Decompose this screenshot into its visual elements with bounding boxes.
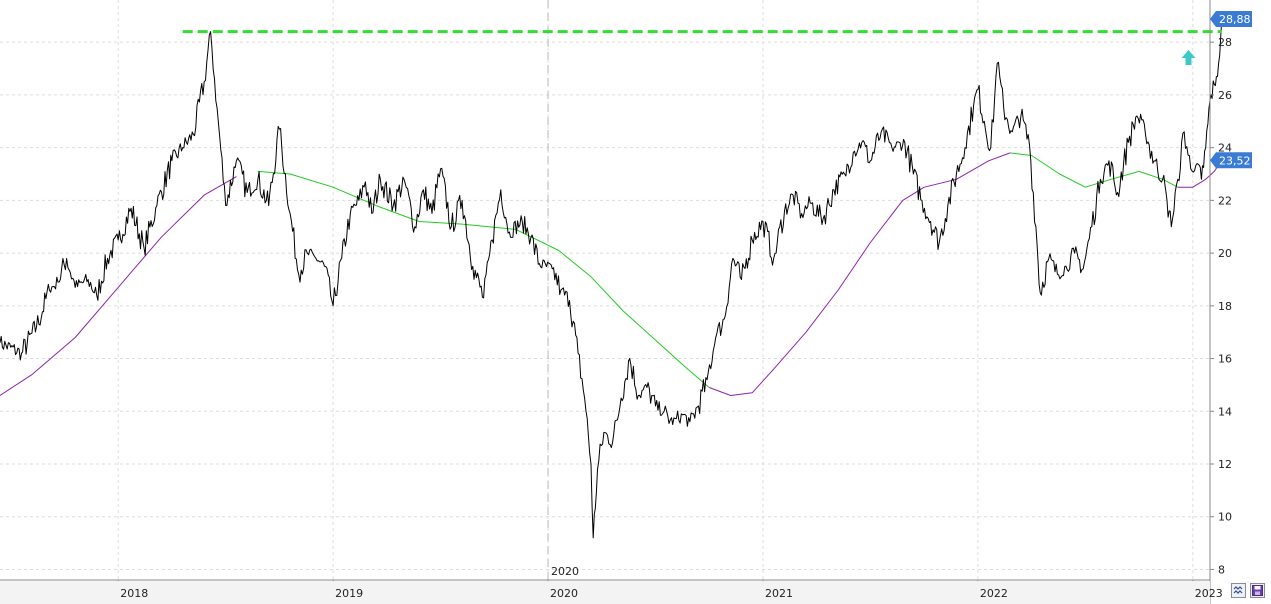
moving-average-line-1 <box>0 176 237 396</box>
save-disk-icon <box>1252 585 1263 596</box>
y-tick-label: 18 <box>1218 300 1232 313</box>
x-tick-label: 2023 <box>1195 587 1223 600</box>
grid <box>0 0 1210 580</box>
x-tick-label: 2021 <box>765 587 793 600</box>
y-tick-label: 22 <box>1218 194 1232 207</box>
moving-average-tag-bg <box>1210 152 1252 169</box>
last-price-tag: 28,88 <box>1210 10 1252 27</box>
y-tick-label: 8 <box>1218 563 1225 576</box>
zoom-icon <box>1233 586 1243 594</box>
x-tick-label: 2019 <box>335 587 363 600</box>
x-tick-label: 2020 <box>550 587 578 600</box>
y-tick-label: 16 <box>1218 353 1232 366</box>
x-tick-label: 2018 <box>120 587 148 600</box>
moving-average-line-3 <box>709 152 1011 396</box>
x-axis-band <box>0 581 1210 604</box>
y-tick-label: 20 <box>1218 247 1232 260</box>
up-arrow-icon <box>1181 50 1196 65</box>
save-button[interactable] <box>1250 583 1265 598</box>
zoom-button[interactable] <box>1231 583 1246 598</box>
y-tick-label: 28 <box>1218 36 1232 49</box>
x-tick-label: 2022 <box>980 587 1008 600</box>
y-tick-label: 24 <box>1218 142 1232 155</box>
y-tick-label: 26 <box>1218 89 1232 102</box>
marker-label: 2020 <box>551 565 579 578</box>
moving-average-line-2 <box>257 170 710 388</box>
price-layer <box>0 18 1223 539</box>
moving-average-tag: 23,52 <box>1210 152 1252 169</box>
moving-average-tag-label: 23,52 <box>1219 154 1251 167</box>
y-tick-label: 12 <box>1218 458 1232 471</box>
price-tags: 28,88 23,52 <box>1210 10 1252 169</box>
y-tick-label: 14 <box>1218 405 1232 418</box>
y-tick-label: 10 <box>1218 511 1232 524</box>
vertical-marker: 2020 <box>547 0 579 580</box>
signal-arrow-layer <box>1181 50 1196 65</box>
last-price-tag-label: 28,88 <box>1219 13 1251 26</box>
price-series-line <box>0 18 1223 539</box>
last-price-tag-bg <box>1210 10 1252 27</box>
